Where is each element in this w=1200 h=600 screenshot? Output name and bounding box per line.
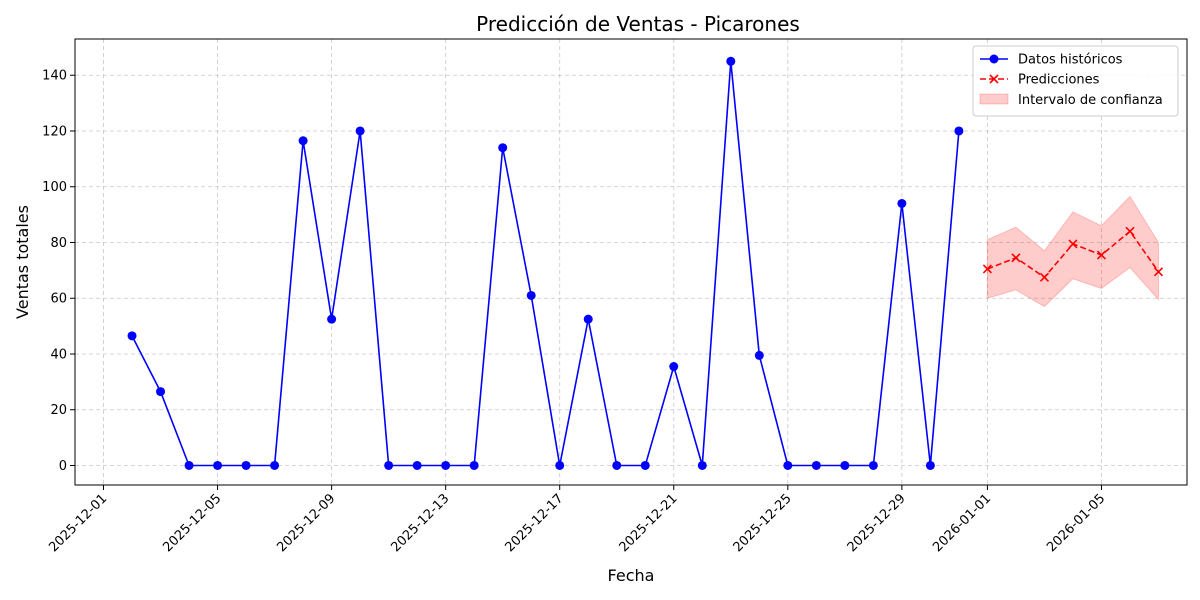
confidence-interval-band <box>986 195 1159 308</box>
x-tick-label: 2026-01-01 <box>930 491 994 555</box>
historical-data-point <box>726 56 736 66</box>
y-tick-label: 40 <box>50 347 67 362</box>
y-tick-label: 80 <box>50 236 67 251</box>
historical-data-point <box>840 460 850 470</box>
historical-data-point <box>412 460 422 470</box>
historical-data-point <box>469 460 479 470</box>
historical-data-point <box>754 350 764 360</box>
x-tick-label: 2025-12-09 <box>274 491 338 555</box>
historical-data-point <box>954 126 964 136</box>
legend: Datos históricos Predicciones Intervalo … <box>972 45 1179 117</box>
historical-series-markers <box>127 56 964 470</box>
chart-title: Predicción de Ventas - Picarones <box>476 12 800 36</box>
x-tick-label: 2026-01-05 <box>1044 491 1108 555</box>
y-axis-ticks: 0 20 40 60 80 100 120 140 <box>42 69 75 474</box>
historical-data-point <box>526 290 536 300</box>
prediction-data-point <box>1039 272 1050 282</box>
x-tick-label: 2025-12-29 <box>845 491 909 555</box>
historical-data-point <box>327 314 337 324</box>
historical-data-point <box>441 460 451 470</box>
legend-prediction-label: Predicciones <box>1018 73 1100 88</box>
historical-data-point <box>583 314 593 324</box>
x-axis-label: Fecha <box>608 566 655 585</box>
y-tick-label: 100 <box>42 180 67 195</box>
historical-data-point <box>184 460 194 470</box>
historical-data-point <box>270 460 280 470</box>
prediction-data-point <box>1096 250 1107 260</box>
historical-data-point <box>355 126 365 136</box>
prediction-data-point <box>1153 267 1164 277</box>
x-axis-ticks: 2025-12-01 2025-12-05 2025-12-09 2025-12-13… <box>46 485 1108 555</box>
historical-data-point <box>868 460 878 470</box>
prediction-series-markers <box>982 226 1164 282</box>
plot-frame <box>74 38 1188 486</box>
legend-prediction-marker <box>989 74 999 84</box>
x-tick-label: 2025-12-05 <box>160 491 224 555</box>
historical-data-point <box>925 460 935 470</box>
historical-data-point <box>555 460 565 470</box>
x-tick-label: 2025-12-17 <box>503 491 567 555</box>
historical-data-point <box>127 331 137 341</box>
historical-data-point <box>498 143 508 153</box>
prediction-data-point <box>1125 226 1135 236</box>
historical-data-point <box>697 460 707 470</box>
y-axis-label: Ventas totales <box>13 205 32 319</box>
historical-data-point <box>156 387 166 397</box>
historical-data-point <box>298 136 308 146</box>
legend-historical-marker <box>989 54 999 64</box>
legend-historical-label: Datos históricos <box>1018 53 1123 68</box>
x-tick-label: 2025-12-13 <box>388 491 452 555</box>
historical-series-line <box>131 61 960 467</box>
historical-data-point <box>241 460 251 470</box>
y-tick-label: 140 <box>42 69 67 84</box>
legend-box <box>972 45 1179 117</box>
historical-data-point <box>213 460 223 470</box>
y-tick-label: 60 <box>50 292 67 307</box>
y-tick-label: 120 <box>42 124 67 139</box>
x-tick-label: 2025-12-01 <box>46 491 110 555</box>
y-tick-label: 20 <box>50 403 67 418</box>
prediction-data-point <box>1011 253 1021 263</box>
y-tick-label: 0 <box>59 459 67 474</box>
legend-ci-swatch <box>979 93 1009 105</box>
historical-data-point <box>612 460 622 470</box>
historical-data-point <box>384 460 394 470</box>
historical-data-point <box>811 460 821 470</box>
x-tick-label: 2025-12-21 <box>617 491 681 555</box>
historical-data-point <box>897 198 907 208</box>
x-tick-label: 2025-12-25 <box>731 491 795 555</box>
historical-data-point <box>783 460 793 470</box>
historical-data-point <box>640 460 650 470</box>
prediction-data-point <box>1068 239 1078 249</box>
legend-ci-label: Intervalo de confianza <box>1018 93 1163 108</box>
historical-data-point <box>669 362 679 372</box>
prediction-data-point <box>982 264 992 274</box>
